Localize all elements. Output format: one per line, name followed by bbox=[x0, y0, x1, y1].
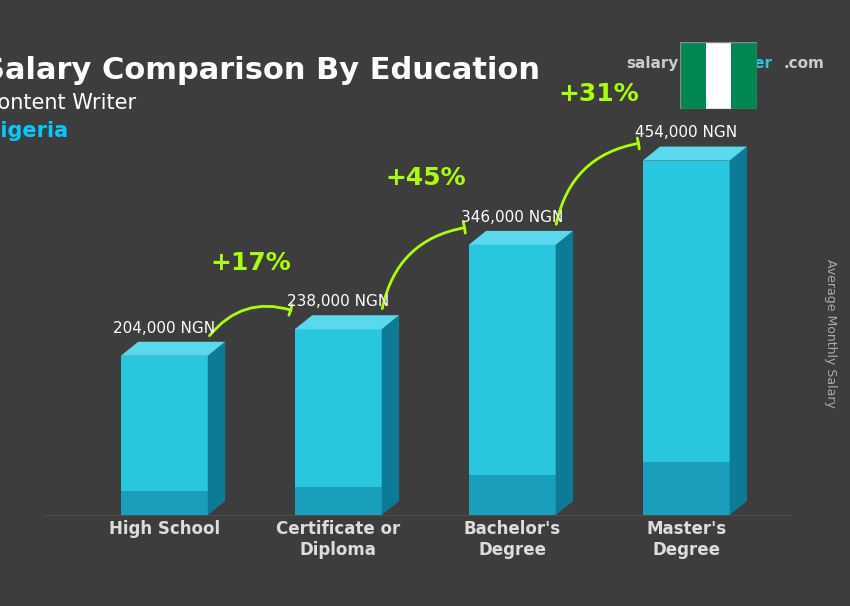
Bar bbox=[680, 42, 705, 109]
Polygon shape bbox=[295, 329, 382, 515]
Polygon shape bbox=[468, 231, 573, 245]
Polygon shape bbox=[121, 491, 207, 515]
Text: 454,000 NGN: 454,000 NGN bbox=[635, 125, 737, 141]
Polygon shape bbox=[295, 487, 382, 515]
Bar bbox=[731, 42, 756, 109]
Polygon shape bbox=[121, 342, 225, 356]
Polygon shape bbox=[729, 147, 747, 515]
Polygon shape bbox=[295, 315, 400, 329]
Text: Average Monthly Salary: Average Monthly Salary bbox=[824, 259, 837, 408]
Polygon shape bbox=[468, 245, 556, 515]
Text: +45%: +45% bbox=[385, 166, 466, 190]
Text: .com: .com bbox=[783, 56, 824, 72]
Text: +31%: +31% bbox=[558, 82, 639, 106]
Text: 346,000 NGN: 346,000 NGN bbox=[461, 210, 564, 225]
Polygon shape bbox=[556, 231, 573, 515]
Polygon shape bbox=[121, 356, 207, 515]
Text: Nigeria: Nigeria bbox=[0, 121, 68, 141]
Polygon shape bbox=[468, 474, 556, 515]
Text: 204,000 NGN: 204,000 NGN bbox=[113, 321, 215, 336]
Text: +17%: +17% bbox=[211, 251, 292, 275]
Polygon shape bbox=[643, 462, 729, 515]
Text: Content Writer: Content Writer bbox=[0, 93, 136, 113]
Text: explorer: explorer bbox=[700, 56, 773, 72]
Polygon shape bbox=[382, 315, 400, 515]
Polygon shape bbox=[643, 147, 747, 161]
Text: Salary Comparison By Education: Salary Comparison By Education bbox=[0, 56, 540, 85]
Polygon shape bbox=[207, 342, 225, 515]
Text: 238,000 NGN: 238,000 NGN bbox=[287, 294, 389, 309]
Text: salary: salary bbox=[626, 56, 678, 72]
Polygon shape bbox=[643, 161, 729, 515]
Bar bbox=[706, 42, 731, 109]
